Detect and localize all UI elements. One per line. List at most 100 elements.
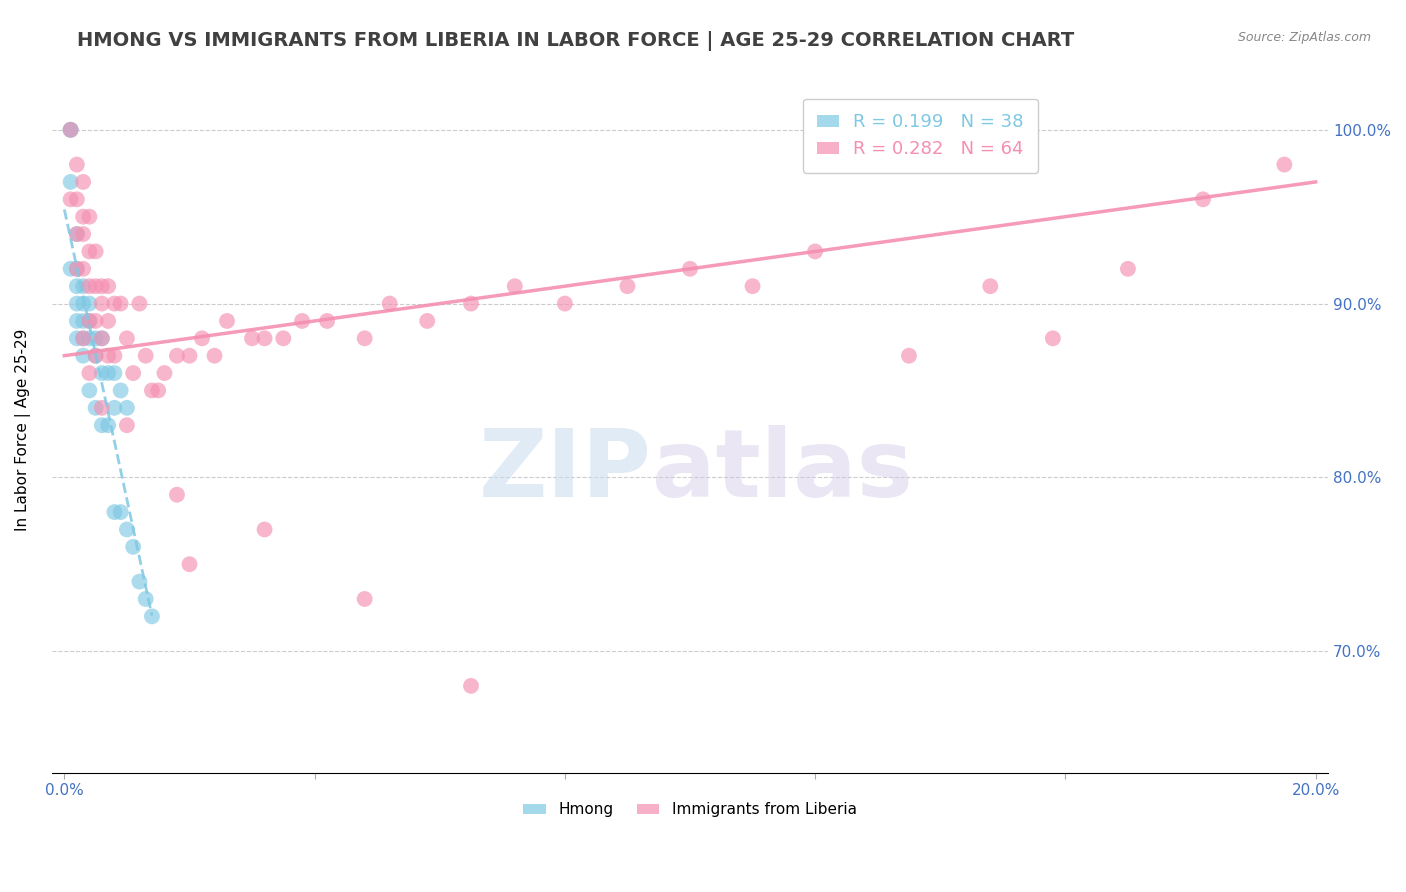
Point	[554, 296, 576, 310]
Y-axis label: In Labor Force | Age 25-29: In Labor Force | Age 25-29	[15, 328, 31, 531]
Point	[59, 123, 82, 137]
Point	[148, 384, 170, 398]
Point	[353, 331, 375, 345]
Point	[72, 349, 94, 363]
Point	[90, 331, 112, 345]
Point	[115, 401, 138, 415]
Point	[1116, 261, 1139, 276]
Point	[90, 331, 112, 345]
Point	[79, 244, 101, 259]
Point	[110, 296, 132, 310]
Point	[1042, 331, 1064, 345]
Point	[72, 331, 94, 345]
Point	[979, 279, 1001, 293]
Point	[79, 314, 101, 328]
Text: atlas: atlas	[652, 425, 912, 516]
Point	[84, 314, 107, 328]
Text: Source: ZipAtlas.com: Source: ZipAtlas.com	[1237, 31, 1371, 45]
Point	[253, 331, 276, 345]
Point	[166, 349, 188, 363]
Point	[66, 192, 89, 206]
Point	[66, 261, 89, 276]
Point	[416, 314, 439, 328]
Point	[72, 296, 94, 310]
Point	[79, 384, 101, 398]
Point	[135, 591, 157, 606]
Point	[72, 175, 94, 189]
Point	[90, 296, 112, 310]
Point	[97, 279, 120, 293]
Point	[59, 123, 82, 137]
Point	[59, 123, 82, 137]
Point	[59, 261, 82, 276]
Point	[79, 331, 101, 345]
Point	[79, 314, 101, 328]
Point	[122, 366, 145, 380]
Point	[103, 349, 125, 363]
Point	[316, 314, 339, 328]
Point	[79, 366, 101, 380]
Point	[97, 366, 120, 380]
Point	[90, 418, 112, 433]
Point	[72, 314, 94, 328]
Point	[66, 314, 89, 328]
Point	[79, 210, 101, 224]
Point	[616, 279, 638, 293]
Point	[153, 366, 176, 380]
Point	[135, 349, 157, 363]
Point	[291, 314, 314, 328]
Point	[166, 488, 188, 502]
Point	[240, 331, 263, 345]
Point	[90, 279, 112, 293]
Text: HMONG VS IMMIGRANTS FROM LIBERIA IN LABOR FORCE | AGE 25-29 CORRELATION CHART: HMONG VS IMMIGRANTS FROM LIBERIA IN LABO…	[77, 31, 1074, 51]
Point	[72, 331, 94, 345]
Point	[59, 192, 82, 206]
Point	[97, 418, 120, 433]
Point	[503, 279, 526, 293]
Point	[79, 296, 101, 310]
Point	[179, 558, 201, 572]
Point	[90, 401, 112, 415]
Point	[378, 296, 401, 310]
Point	[66, 261, 89, 276]
Point	[179, 349, 201, 363]
Legend: Hmong, Immigrants from Liberia: Hmong, Immigrants from Liberia	[517, 797, 863, 823]
Point	[115, 418, 138, 433]
Point	[253, 523, 276, 537]
Point	[128, 296, 150, 310]
Point	[897, 349, 920, 363]
Point	[122, 540, 145, 554]
Point	[66, 157, 89, 171]
Point	[97, 314, 120, 328]
Point	[679, 261, 702, 276]
Point	[1192, 192, 1215, 206]
Point	[103, 401, 125, 415]
Point	[141, 384, 163, 398]
Point	[353, 591, 375, 606]
Point	[273, 331, 295, 345]
Point	[110, 384, 132, 398]
Point	[84, 349, 107, 363]
Point	[97, 349, 120, 363]
Point	[460, 679, 482, 693]
Point	[204, 349, 226, 363]
Point	[59, 175, 82, 189]
Point	[84, 244, 107, 259]
Point	[84, 349, 107, 363]
Point	[90, 366, 112, 380]
Point	[84, 401, 107, 415]
Point	[128, 574, 150, 589]
Point	[72, 261, 94, 276]
Point	[460, 296, 482, 310]
Point	[103, 296, 125, 310]
Point	[215, 314, 238, 328]
Point	[66, 296, 89, 310]
Point	[115, 331, 138, 345]
Point	[115, 523, 138, 537]
Point	[66, 279, 89, 293]
Point	[66, 227, 89, 241]
Text: ZIP: ZIP	[479, 425, 652, 516]
Point	[141, 609, 163, 624]
Point	[1272, 157, 1295, 171]
Point	[804, 244, 827, 259]
